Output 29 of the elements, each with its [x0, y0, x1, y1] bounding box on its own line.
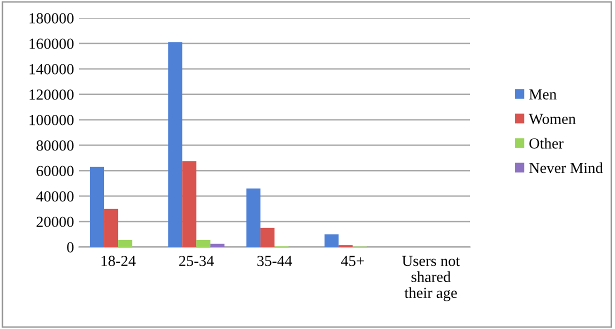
- y-tick-label: 160000: [30, 38, 74, 49]
- y-tick-label: 80000: [36, 140, 74, 151]
- x-tick-label: Users not shared their age: [402, 256, 460, 302]
- bar: [260, 228, 274, 247]
- y-tick-label: 100000: [30, 114, 74, 126]
- bar: [104, 208, 118, 247]
- y-tick-label: 40000: [36, 191, 74, 202]
- legend-label: Other: [529, 138, 564, 149]
- y-tick-label: 0: [67, 242, 74, 252]
- x-tick-label: 35-44: [257, 256, 292, 266]
- y-tick-label: 20000: [36, 216, 74, 228]
- y-tick-label: 120000: [30, 89, 74, 100]
- bar: [168, 42, 182, 247]
- x-tick-label: 18-24: [102, 256, 136, 266]
- y-tick-label: 60000: [36, 166, 74, 176]
- bar: [246, 188, 260, 247]
- legend-label: Men: [529, 89, 557, 100]
- y-tick-label: 180000: [30, 13, 74, 24]
- x-tick-label: 25-34: [179, 256, 214, 266]
- legend-label: Never Mind: [529, 162, 603, 174]
- bar: [324, 234, 339, 247]
- legend-label: Women: [528, 114, 576, 124]
- bar: [210, 244, 224, 247]
- bar: [118, 240, 132, 247]
- bar: [182, 161, 196, 247]
- bar: [196, 240, 210, 247]
- y-tick-label: 140000: [30, 64, 74, 74]
- x-tick-label: 45+: [341, 256, 364, 266]
- bar: [90, 166, 104, 247]
